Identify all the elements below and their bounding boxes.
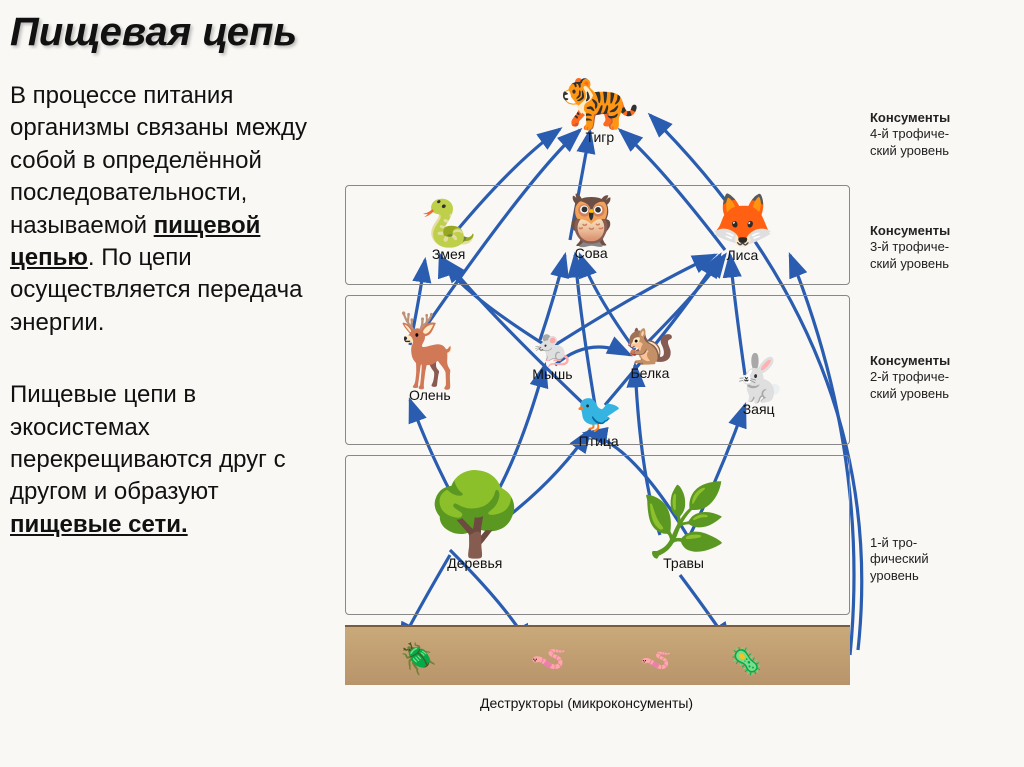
arrow-6: [690, 405, 745, 535]
p2b: пищевые сети.: [10, 511, 188, 538]
level-label-3: 1-й тро-фическийуровень: [870, 535, 1005, 584]
arrow-3: [490, 365, 545, 505]
soil-layer: [345, 625, 850, 685]
level-label-0: Консументы4-й трофиче-ский уровень: [870, 110, 1005, 159]
arrow-8: [420, 130, 580, 335]
arrow-17: [585, 433, 690, 540]
level-label-1: Консументы3-й трофиче-ский уровень: [870, 223, 1005, 272]
food-web-diagram: Консументы4-й трофиче-ский уровень Консум…: [330, 55, 1010, 755]
intro-text: В процессе питания организмы связаны меж…: [10, 80, 320, 541]
arrow-19: [620, 130, 725, 250]
arrow-23: [555, 347, 630, 365]
arrow-5: [635, 365, 660, 535]
arrow-10: [540, 255, 565, 340]
arrow-2: [410, 400, 460, 510]
arrow-18: [730, 255, 745, 375]
arrow-9: [440, 255, 545, 345]
arrow-21: [445, 129, 560, 245]
page-title: Пищевая цепь: [10, 10, 297, 55]
arrow-20: [570, 131, 590, 240]
level-label-2: Консументы2-й трофиче-ский уровень: [870, 353, 1005, 402]
arrow-4: [510, 430, 590, 515]
decomposer-label: Деструкторы (микроконсументы): [480, 695, 693, 711]
p2a: Пищевые цепи в экосистемах перекрещивают…: [10, 381, 286, 505]
